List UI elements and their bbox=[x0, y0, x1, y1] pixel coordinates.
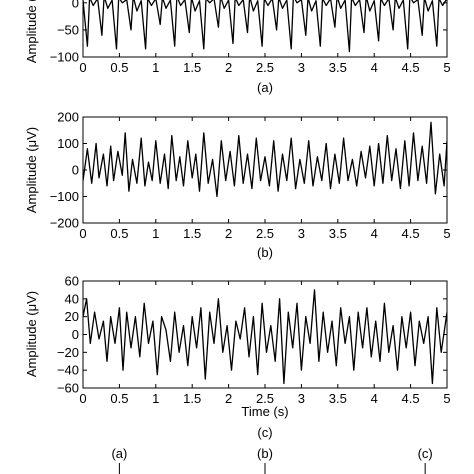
x-tick-label: 5 bbox=[443, 391, 450, 406]
y-tick-label: 60 bbox=[65, 274, 79, 289]
panel-label: (b) bbox=[257, 245, 273, 260]
chart-panel-3: 0 0.5 1 1.5 2 2.5 3 3.5 4 4.5 5 60 40 20 0 −20 −40 −60 Amp… bbox=[24, 274, 451, 441]
x-tick-label: 2.5 bbox=[256, 391, 274, 406]
x-tick-label: 4 bbox=[371, 226, 378, 241]
series-line-1-1 bbox=[83, 0, 447, 53]
series-line-3-1 bbox=[83, 289, 447, 385]
x-tick-label: 2 bbox=[225, 226, 232, 241]
x-tick-label: 1 bbox=[152, 226, 159, 241]
x-tick-label: 2 bbox=[225, 391, 232, 406]
y-tick-label: 0 bbox=[72, 0, 79, 10]
y-tick-label: −100 bbox=[50, 189, 79, 204]
y-tick-label: −60 bbox=[57, 381, 79, 396]
x-tick-label: 3.5 bbox=[329, 391, 347, 406]
marker-label: (c) bbox=[418, 446, 433, 461]
x-tick-label: 0.5 bbox=[110, 60, 128, 75]
y-axis-label: Amplitude (μV) bbox=[24, 127, 39, 213]
y-tick-label: 0 bbox=[72, 163, 79, 178]
y-tick-label: 200 bbox=[57, 110, 79, 125]
x-tick-label: 3 bbox=[298, 60, 305, 75]
marker-label: (b) bbox=[257, 446, 273, 461]
x-tick-label: 0.5 bbox=[110, 391, 128, 406]
y-axis-label: Amplitude (μV) bbox=[24, 291, 39, 377]
x-tick-label: 2.5 bbox=[256, 60, 274, 75]
x-tick-label: 3 bbox=[298, 391, 305, 406]
x-tick-label: 4 bbox=[371, 60, 378, 75]
y-tick-label: −200 bbox=[50, 216, 79, 231]
x-tick-label: 4.5 bbox=[402, 391, 420, 406]
x-tick-label: 3.5 bbox=[329, 60, 347, 75]
x-tick-label: 1.5 bbox=[183, 391, 201, 406]
x-tick-label: 4.5 bbox=[402, 226, 420, 241]
y-tick-label: −100 bbox=[50, 50, 79, 65]
panel-label: (c) bbox=[257, 425, 272, 440]
x-tick-label: 1.5 bbox=[183, 226, 201, 241]
x-tick-label: 3 bbox=[298, 226, 305, 241]
panel-label: (a) bbox=[257, 80, 273, 95]
y-tick-label: −40 bbox=[57, 363, 79, 378]
y-tick-label: 20 bbox=[65, 309, 79, 324]
chart-panel-2: 0 0.5 1 1.5 2 2.5 3 3.5 4 4.5 5 200 100 0 −100 −200 Ampl… bbox=[24, 110, 451, 261]
x-tick-label: 2.5 bbox=[256, 226, 274, 241]
chart-panel-1: 0 0.5 1 1.5 2 2.5 3 3.5 4 4.5 5 0 −50 −100 Amplitude (… bbox=[24, 0, 451, 95]
y-tick-label: 40 bbox=[65, 291, 79, 306]
x-axis-label: Time (s) bbox=[241, 404, 288, 419]
x-tick-label: 1 bbox=[152, 391, 159, 406]
x-tick-label: 0 bbox=[79, 60, 86, 75]
x-tick-label: 0 bbox=[79, 226, 86, 241]
marker-label: (a) bbox=[111, 446, 127, 461]
y-axis-label: Amplitude (μV) bbox=[24, 0, 39, 63]
x-tick-label: 5 bbox=[443, 60, 450, 75]
x-tick-label: 0 bbox=[79, 391, 86, 406]
y-tick-label: 100 bbox=[57, 136, 79, 151]
y-tick-label: −20 bbox=[57, 345, 79, 360]
x-tick-label: 1.5 bbox=[183, 60, 201, 75]
bottom-markers: (a) (b) (c) bbox=[111, 446, 433, 474]
x-tick-label: 4 bbox=[371, 391, 378, 406]
y-tick-label: 0 bbox=[72, 327, 79, 342]
x-tick-label: 5 bbox=[443, 226, 450, 241]
y-tick-label: −50 bbox=[57, 22, 79, 37]
x-tick-label: 1 bbox=[152, 60, 159, 75]
x-tick-label: 2 bbox=[225, 60, 232, 75]
x-tick-label: 3.5 bbox=[329, 226, 347, 241]
x-tick-label: 0.5 bbox=[110, 226, 128, 241]
series-line-2-1 bbox=[83, 121, 447, 198]
x-tick-label: 4.5 bbox=[402, 60, 420, 75]
